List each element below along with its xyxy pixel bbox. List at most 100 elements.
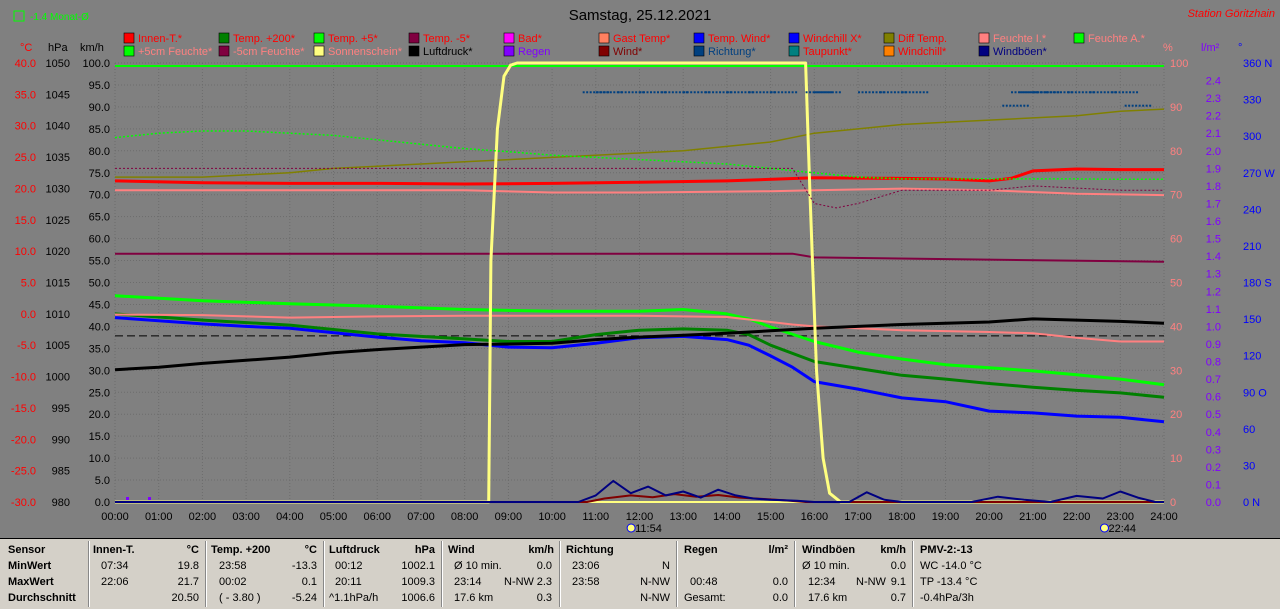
x-tick-label: 18:00 bbox=[888, 511, 916, 523]
x-tick-label: 21:00 bbox=[1019, 511, 1047, 523]
direction-point bbox=[766, 91, 769, 94]
pressure-tick-label: 1045 bbox=[46, 89, 70, 101]
direction-point bbox=[861, 91, 864, 94]
rain-tick-label: 0.8 bbox=[1206, 357, 1221, 369]
speed-tick-label: 80.0 bbox=[89, 146, 110, 158]
direction-point bbox=[712, 91, 715, 94]
direction-point bbox=[582, 91, 585, 94]
humidity-tick-label: 70 bbox=[1170, 190, 1182, 202]
direction-point bbox=[838, 91, 841, 94]
rain-tick-label: 2.2 bbox=[1206, 111, 1221, 123]
direction-point bbox=[1016, 104, 1019, 107]
direction-point bbox=[726, 91, 729, 94]
legend-label: +5cm Feuchte* bbox=[138, 46, 213, 58]
direction-point bbox=[770, 91, 773, 94]
direction-point bbox=[912, 91, 915, 94]
direction-tick-label: 270 W bbox=[1243, 168, 1275, 180]
stat-value: N-NW bbox=[640, 592, 670, 604]
rain-tick-label: 1.1 bbox=[1206, 304, 1221, 316]
x-tick-label: 06:00 bbox=[363, 511, 391, 523]
stat-time: 23:14 bbox=[454, 576, 482, 588]
direction-point bbox=[890, 91, 893, 94]
stat-time: 00:48 bbox=[690, 576, 718, 588]
direction-point bbox=[1018, 91, 1021, 94]
stat-time: 00:02 bbox=[219, 576, 247, 588]
stat-unit: °C bbox=[186, 544, 199, 556]
direction-point bbox=[816, 91, 819, 94]
temp-tick-label: 0.0 bbox=[21, 309, 36, 321]
temp-tick-label: 10.0 bbox=[15, 246, 36, 258]
series-line-innen-t bbox=[114, 167, 1164, 186]
legend-swatch bbox=[218, 45, 230, 57]
legend-swatch bbox=[313, 32, 325, 44]
direction-point bbox=[715, 91, 718, 94]
rain-tick-label: 2.0 bbox=[1206, 146, 1221, 158]
stat-value: TP -13.4 °C bbox=[920, 576, 978, 588]
series-line-temp-5 bbox=[114, 294, 1165, 387]
direction-point bbox=[1142, 104, 1145, 107]
station-name: Station Göritzhain bbox=[1188, 8, 1275, 20]
x-tick-label: 11:00 bbox=[582, 511, 609, 523]
rain-tick-label: 0.7 bbox=[1206, 374, 1221, 386]
legend-label: -5cm Feuchte* bbox=[233, 46, 305, 58]
rain-tick-label: 0.1 bbox=[1206, 479, 1221, 491]
direction-point bbox=[678, 91, 681, 94]
direction-point bbox=[1135, 104, 1138, 107]
direction-point bbox=[1129, 91, 1132, 94]
direction-point bbox=[624, 91, 627, 94]
stat-value: -13.3 bbox=[291, 560, 317, 572]
temp-tick-label: -5.0 bbox=[17, 340, 36, 352]
stat-temp200: Temp. +200 °C 23:58 -13.3 00:02 0.1 ( - 3.8… bbox=[211, 542, 321, 606]
direction-point bbox=[661, 91, 664, 94]
stat-value: -5.24 bbox=[291, 592, 317, 604]
stat-time: ( - 3.80 ) bbox=[219, 592, 261, 604]
x-tick-label: 03:00 bbox=[232, 511, 260, 523]
direction-point bbox=[1145, 104, 1148, 107]
direction-point bbox=[821, 91, 824, 94]
direction-point bbox=[1059, 91, 1062, 94]
x-tick-label: 10:00 bbox=[538, 511, 566, 523]
stat-time: 07:34 bbox=[101, 560, 129, 572]
stat-title: Wind bbox=[448, 544, 475, 556]
row-label-avg: Durchschnitt bbox=[8, 592, 76, 604]
direction-point bbox=[1128, 104, 1131, 107]
stat-title: Regen bbox=[684, 544, 718, 556]
direction-point bbox=[762, 91, 765, 94]
direction-tick-label: 210 bbox=[1243, 241, 1261, 253]
axis-unit-deg: ° bbox=[1238, 42, 1242, 54]
x-tick-label: 08:00 bbox=[451, 511, 479, 523]
direction-point bbox=[858, 91, 861, 94]
direction-point bbox=[602, 91, 605, 94]
axis-unit-lm2: l/m² bbox=[1201, 42, 1220, 54]
direction-point bbox=[893, 91, 896, 94]
rain-tick-label: 1.7 bbox=[1206, 198, 1221, 210]
series-line-temp-wind bbox=[114, 316, 1165, 424]
direction-point bbox=[1002, 104, 1005, 107]
stat-value: 1009.3 bbox=[401, 576, 435, 588]
rain-tick-label: 1.6 bbox=[1206, 216, 1221, 228]
direction-tick-label: 150 bbox=[1243, 314, 1261, 326]
direction-point bbox=[830, 91, 833, 94]
speed-tick-label: 65.0 bbox=[89, 212, 110, 224]
stat-unit: hPa bbox=[414, 544, 435, 556]
direction-point bbox=[1138, 104, 1141, 107]
direction-point bbox=[1030, 91, 1033, 94]
direction-point bbox=[1067, 91, 1070, 94]
x-tick-label: 05:00 bbox=[320, 511, 348, 523]
sun-marker-label: 22:44 bbox=[1108, 523, 1136, 535]
x-tick-label: 12:00 bbox=[626, 511, 654, 523]
humidity-tick-label: 100 bbox=[1170, 58, 1188, 70]
stat-value: 1002.1 bbox=[401, 560, 435, 572]
direction-point bbox=[657, 91, 659, 94]
direction-point bbox=[1107, 91, 1110, 94]
x-tick-label: 13:00 bbox=[669, 511, 697, 523]
stat-value: 0.0 bbox=[890, 560, 906, 572]
direction-point bbox=[819, 91, 822, 94]
direction-point bbox=[1096, 91, 1099, 94]
monat-checkbox[interactable] bbox=[13, 10, 25, 22]
temp-tick-label: 5.0 bbox=[21, 278, 36, 290]
stat-title: Innen-T. bbox=[93, 544, 135, 556]
legend-label: Windchill X* bbox=[803, 33, 862, 45]
stat-title: Luftdruck bbox=[329, 544, 380, 556]
stat-richtung: Richtung 23:06 N 23:58 N-NW N-NW bbox=[566, 542, 672, 606]
